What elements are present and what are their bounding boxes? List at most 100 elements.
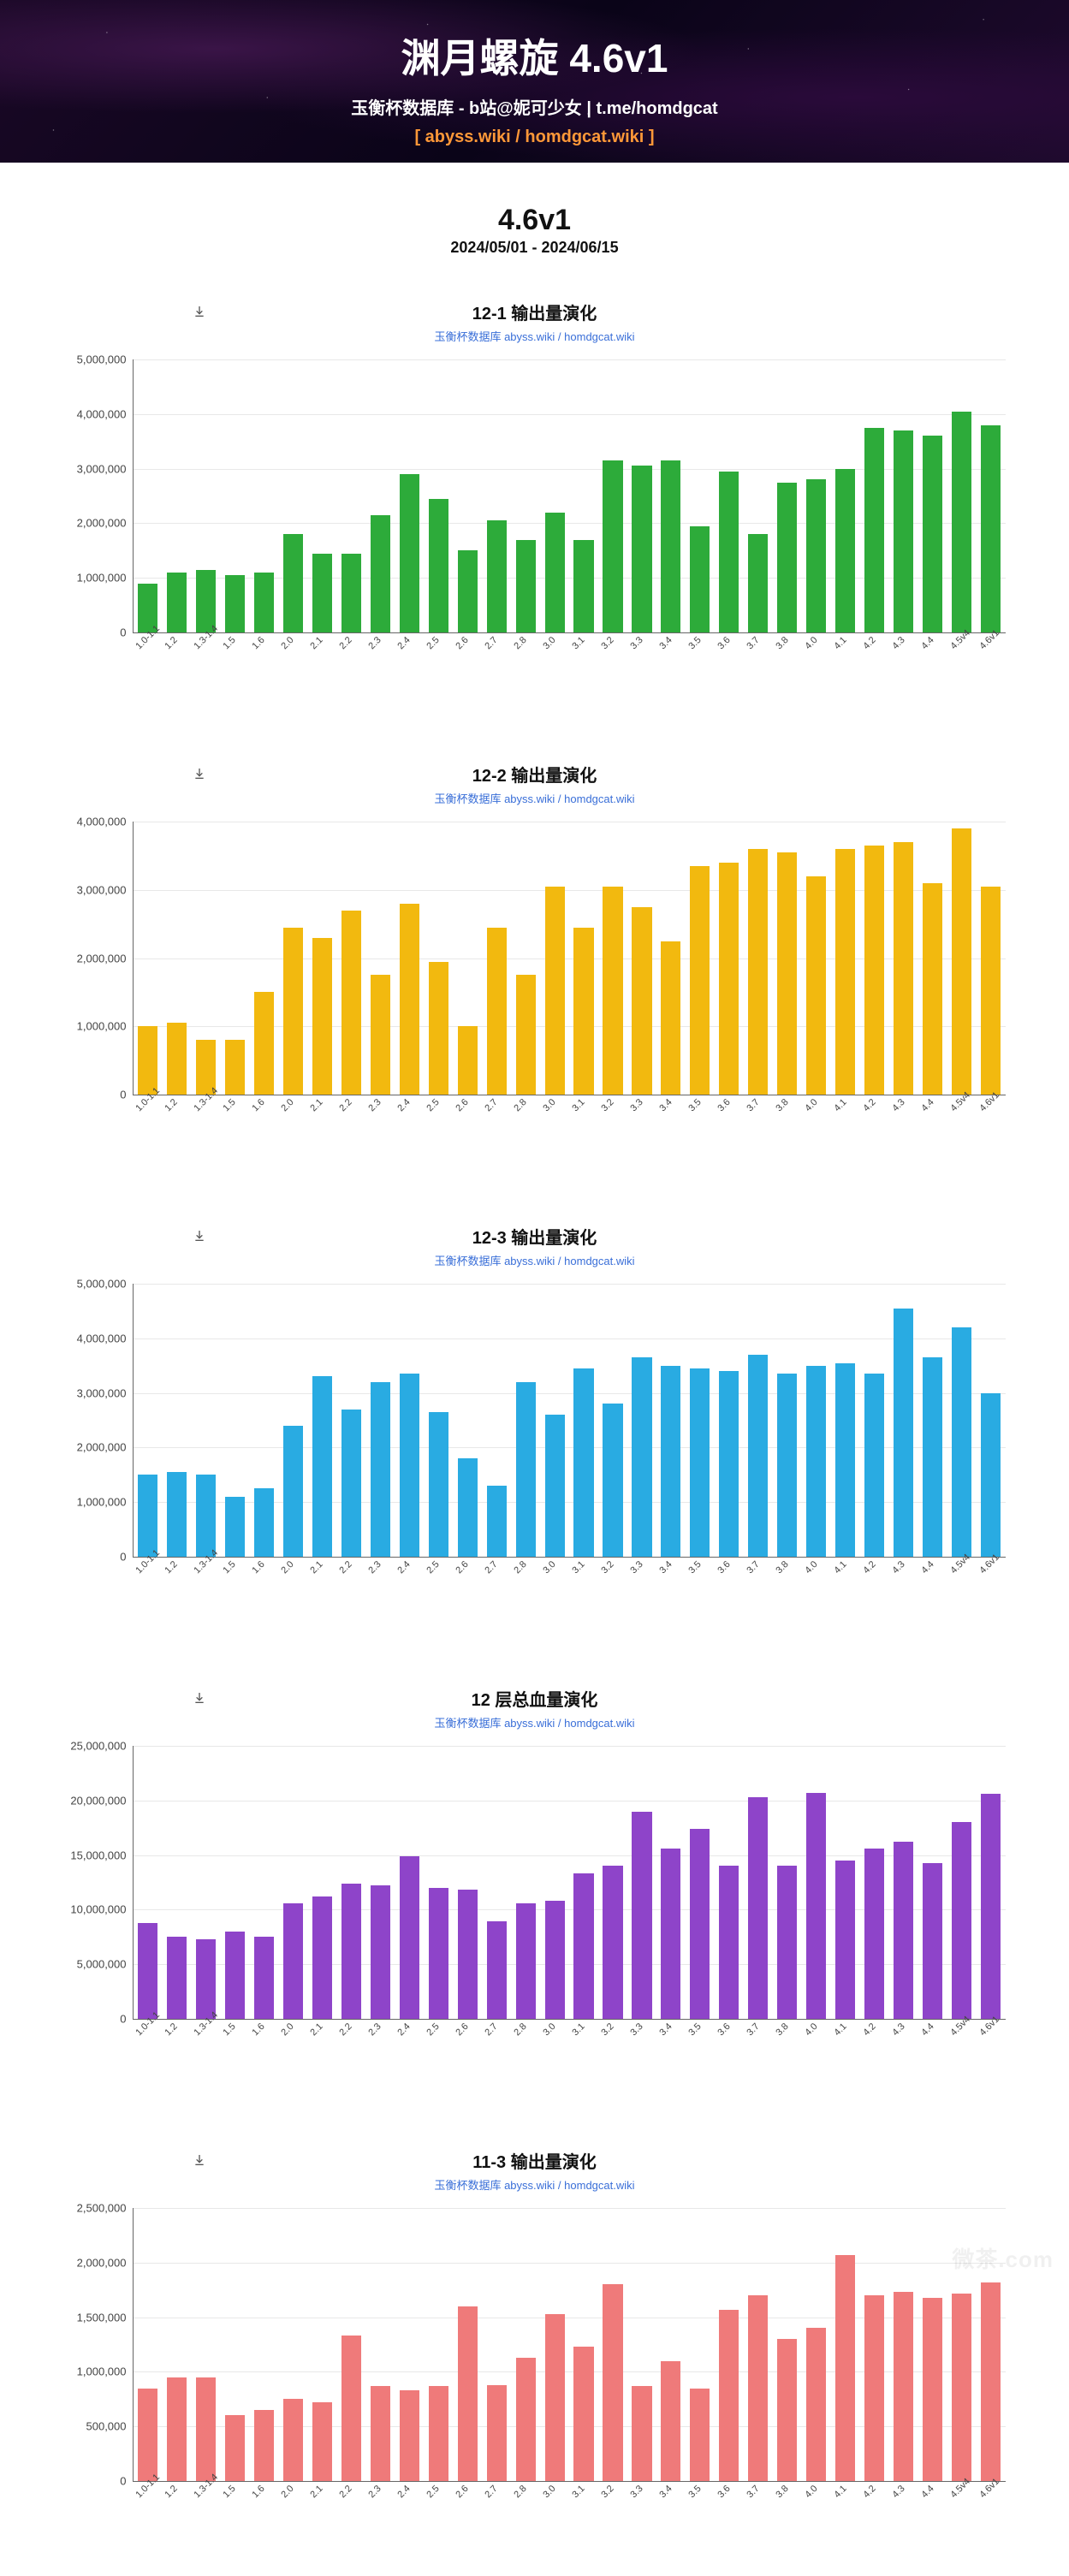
bar[interactable]: [603, 2284, 622, 2481]
bar[interactable]: [254, 992, 274, 1095]
bar[interactable]: [545, 1901, 565, 2019]
bar[interactable]: [487, 928, 507, 1095]
bar[interactable]: [603, 1866, 622, 2019]
bar[interactable]: [661, 460, 680, 632]
bar[interactable]: [283, 534, 303, 632]
bar[interactable]: [632, 907, 651, 1095]
download-icon[interactable]: [193, 1691, 206, 1709]
bar[interactable]: [894, 1842, 913, 2019]
bar[interactable]: [632, 2386, 651, 2481]
bar[interactable]: [603, 887, 622, 1095]
bar[interactable]: [573, 928, 593, 1095]
bar[interactable]: [632, 1812, 651, 2019]
bar[interactable]: [923, 2298, 942, 2481]
bar[interactable]: [487, 520, 507, 632]
bar[interactable]: [632, 466, 651, 632]
bar[interactable]: [690, 526, 710, 632]
bar[interactable]: [487, 1486, 507, 1557]
bar[interactable]: [603, 460, 622, 632]
bar[interactable]: [719, 2310, 739, 2481]
bar[interactable]: [806, 1793, 826, 2019]
bar[interactable]: [516, 2358, 536, 2481]
bar[interactable]: [429, 1888, 448, 2019]
bar[interactable]: [167, 2377, 187, 2481]
bar[interactable]: [923, 1357, 942, 1557]
bar[interactable]: [894, 842, 913, 1095]
bar[interactable]: [690, 866, 710, 1095]
bar[interactable]: [138, 1475, 157, 1557]
download-icon[interactable]: [193, 767, 206, 785]
bar[interactable]: [661, 2361, 680, 2481]
bar[interactable]: [719, 472, 739, 632]
bar[interactable]: [516, 1903, 536, 2019]
bar[interactable]: [545, 2314, 565, 2481]
bar[interactable]: [864, 428, 884, 632]
bar[interactable]: [748, 2295, 768, 2481]
bar[interactable]: [516, 975, 536, 1095]
bar[interactable]: [603, 1404, 622, 1557]
bar[interactable]: [429, 2386, 448, 2481]
bar[interactable]: [719, 1866, 739, 2019]
bar[interactable]: [371, 1885, 390, 2019]
bar[interactable]: [341, 911, 361, 1095]
bar[interactable]: [748, 849, 768, 1095]
bar[interactable]: [283, 2399, 303, 2481]
bar[interactable]: [225, 1932, 245, 2019]
bar[interactable]: [167, 1472, 187, 1557]
bar[interactable]: [312, 1896, 332, 2019]
bar[interactable]: [806, 1366, 826, 1557]
bar[interactable]: [516, 540, 536, 632]
bar[interactable]: [400, 474, 419, 632]
bar[interactable]: [923, 1863, 942, 2019]
bar[interactable]: [371, 2386, 390, 2481]
bar[interactable]: [573, 540, 593, 632]
bar[interactable]: [661, 941, 680, 1095]
bar[interactable]: [429, 962, 448, 1095]
bar[interactable]: [400, 1856, 419, 2019]
bar[interactable]: [690, 2389, 710, 2481]
bar[interactable]: [516, 1382, 536, 1557]
bar[interactable]: [777, 483, 797, 632]
bar[interactable]: [952, 412, 971, 632]
bar[interactable]: [429, 499, 448, 632]
bar[interactable]: [458, 550, 478, 632]
bar[interactable]: [923, 436, 942, 632]
bar[interactable]: [283, 1426, 303, 1557]
bar[interactable]: [981, 1393, 1001, 1557]
bar[interactable]: [864, 1374, 884, 1557]
bar[interactable]: [458, 1458, 478, 1557]
bar[interactable]: [371, 1382, 390, 1557]
bar[interactable]: [952, 2294, 971, 2481]
bar[interactable]: [312, 1376, 332, 1557]
bar[interactable]: [661, 1366, 680, 1557]
download-icon[interactable]: [193, 1229, 206, 1247]
bar[interactable]: [283, 1903, 303, 2019]
bar[interactable]: [312, 2402, 332, 2481]
bar[interactable]: [748, 1797, 768, 2019]
bar[interactable]: [458, 1890, 478, 2019]
bar[interactable]: [487, 2385, 507, 2481]
bar[interactable]: [196, 1939, 216, 2019]
bar[interactable]: [632, 1357, 651, 1557]
bar[interactable]: [283, 928, 303, 1095]
bar[interactable]: [167, 1937, 187, 2019]
bar[interactable]: [981, 425, 1001, 632]
bar[interactable]: [748, 534, 768, 632]
bar[interactable]: [894, 430, 913, 632]
bar[interactable]: [835, 469, 855, 632]
bar[interactable]: [341, 1884, 361, 2019]
bar[interactable]: [835, 1861, 855, 2019]
bar[interactable]: [341, 554, 361, 633]
bar[interactable]: [429, 1412, 448, 1557]
bar[interactable]: [400, 1374, 419, 1557]
bar[interactable]: [894, 2292, 913, 2481]
bar[interactable]: [371, 515, 390, 632]
bar[interactable]: [923, 883, 942, 1095]
bar[interactable]: [719, 1371, 739, 1557]
bar[interactable]: [690, 1368, 710, 1557]
bar[interactable]: [806, 2328, 826, 2481]
bar[interactable]: [312, 554, 332, 633]
bar[interactable]: [806, 479, 826, 632]
bar[interactable]: [573, 1368, 593, 1557]
bar[interactable]: [254, 1937, 274, 2019]
